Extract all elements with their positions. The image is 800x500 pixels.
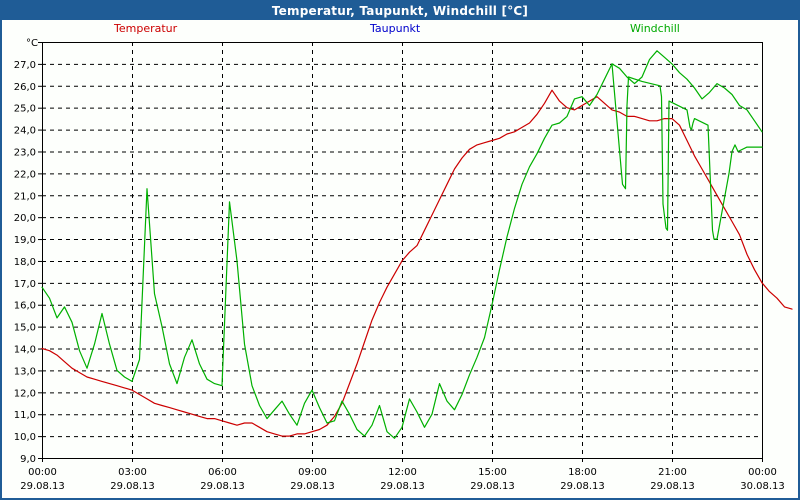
y-axis-label: 23,0 [14, 147, 36, 158]
legend-item-windchill: Windchill [630, 22, 680, 35]
y-axis-label: 9,0 [20, 454, 36, 465]
y-axis-label: 25,0 [14, 104, 36, 115]
page-title: Temperatur, Taupunkt, Windchill [°C] [271, 4, 529, 18]
y-axis-label: 20,0 [14, 213, 36, 224]
y-axis-label: 24,0 [14, 126, 36, 137]
x-axis-date-label: 30.08.13 [740, 481, 785, 492]
series-line-windchill [41, 50, 763, 439]
plot-frame [42, 42, 763, 459]
x-axis-time-label: 06:00 [208, 467, 237, 478]
x-axis-date-label: 29.08.13 [290, 481, 335, 492]
x-axis-date-label: 29.08.13 [110, 481, 155, 492]
x-axis-date-label: 29.08.13 [200, 481, 245, 492]
y-axis-label: 19,0 [14, 235, 36, 246]
y-axis-label: 26,0 [14, 82, 36, 93]
x-axis-time-label: 18:00 [568, 467, 597, 478]
x-axis-time-label: 00:00 [748, 467, 777, 478]
y-axis-label: 18,0 [14, 257, 36, 268]
series-line-windchill-dropouts [611, 63, 763, 240]
y-axis-unit-label: °C [26, 38, 38, 49]
y-axis-label: 12,0 [14, 388, 36, 399]
y-axis-label: 27,0 [14, 60, 36, 71]
y-axis-label: 11,0 [14, 410, 36, 421]
chart-legend: Temperatur Taupunkt Windchill [2, 22, 798, 40]
x-axis-date-label: 29.08.13 [650, 481, 695, 492]
x-axis-time-label: 03:00 [118, 467, 147, 478]
x-axis-time-label: 12:00 [388, 467, 417, 478]
x-axis-date-label: 29.08.13 [380, 481, 425, 492]
y-axis-label: 21,0 [14, 191, 36, 202]
x-axis-time-label: 09:00 [298, 467, 327, 478]
y-axis-label: 10,0 [14, 432, 36, 443]
legend-item-temperatur: Temperatur [114, 22, 178, 35]
y-axis-label: 14,0 [14, 345, 36, 356]
x-axis-date-label: 29.08.13 [560, 481, 605, 492]
y-axis-label: 16,0 [14, 301, 36, 312]
x-axis-date-label: 29.08.13 [20, 481, 65, 492]
y-axis-label: 22,0 [14, 169, 36, 180]
legend-item-taupunkt: Taupunkt [370, 22, 421, 35]
y-axis-label: 13,0 [14, 366, 36, 377]
y-axis-label: 15,0 [14, 323, 36, 334]
window-title-bar: Temperatur, Taupunkt, Windchill [°C] [2, 2, 798, 20]
series-line-temperatur-tail [761, 282, 793, 310]
x-axis-date-label: 29.08.13 [470, 481, 515, 492]
x-axis-time-label: 15:00 [478, 467, 507, 478]
y-axis-label: 17,0 [14, 279, 36, 290]
x-axis-time-label: 21:00 [658, 467, 687, 478]
series-line-temperatur [41, 89, 763, 437]
x-axis-time-label: 00:00 [28, 467, 57, 478]
